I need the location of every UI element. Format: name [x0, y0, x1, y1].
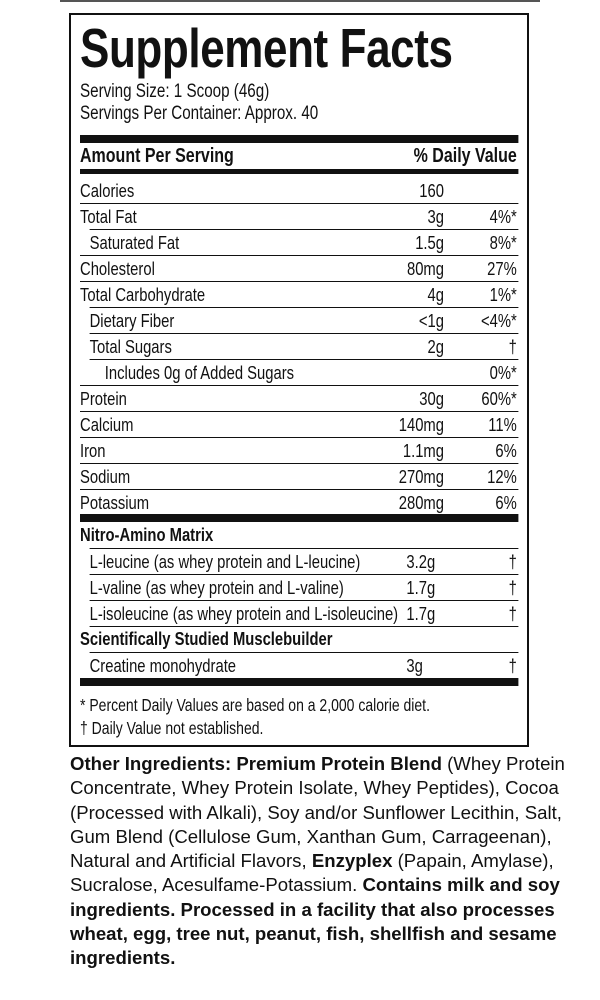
nutrient-daily-value: 6%: [495, 492, 517, 513]
nutrient-amount: 280mg: [398, 492, 444, 513]
nutrient-amount: 140mg: [398, 414, 444, 435]
nutrient-daily-value: 12%: [487, 466, 517, 487]
daily-value-label: % Daily Value: [413, 145, 517, 167]
ingredient-amount: 1.7g: [406, 577, 436, 598]
nutrient-row: Potassium 280mg 6%: [80, 489, 519, 514]
column-header: Amount Per Serving % Daily Value: [80, 143, 518, 169]
medium-divider: [80, 169, 519, 174]
nutrient-amount: <1g: [418, 310, 444, 331]
footnote-daily-values: * Percent Daily Values are based on a 2,…: [80, 695, 430, 715]
nutrient-row: Calcium 140mg 11%: [80, 411, 519, 437]
ingredient-daily-value: †: [508, 603, 517, 624]
ingredient-amount: 1.7g: [406, 603, 436, 624]
ingredient-row: L-isoleucine (as whey protein and L-isol…: [80, 600, 519, 626]
other-ingredients: Other Ingredients: Premium Protein Blend…: [70, 752, 600, 971]
nutrient-amount: 3g: [427, 206, 444, 227]
bold-ingredient-text: Contains milk and soy ingredients. Proce…: [70, 874, 560, 969]
nutrient-daily-value: 1%*: [489, 284, 517, 305]
bold-ingredient-text: Other Ingredients: Premium Protein Blend: [70, 753, 442, 774]
nutrient-daily-value: 4%*: [489, 206, 517, 227]
ingredient-daily-value: †: [508, 655, 517, 676]
thick-divider: [80, 514, 519, 522]
ingredient-text: (Papain, Amylase), Sucralose, Acesulfame…: [70, 850, 554, 896]
nutrient-name: Sodium: [80, 466, 131, 487]
nutrient-name: Potassium: [80, 492, 150, 513]
nutrient-daily-value: 0%*: [489, 362, 517, 383]
amount-per-serving-label: Amount Per Serving: [80, 145, 234, 167]
nutrient-name: Cholesterol: [80, 258, 155, 279]
nutrient-name: Total Fat: [80, 206, 137, 227]
thick-divider: [80, 678, 519, 686]
nutrient-name: Total Sugars: [89, 336, 172, 357]
nutrient-daily-value: 27%: [487, 258, 517, 279]
ingredient-row: Creatine monohydrate 3g †: [80, 652, 519, 678]
ingredient-text: (Whey Protein Concentrate, Whey Protein …: [70, 753, 565, 872]
ingredient-name: L-isoleucine (as whey protein and L-isol…: [89, 603, 399, 624]
nutrient-name: Total Carbohydrate: [80, 284, 206, 305]
panel-title: Supplement Facts: [80, 17, 453, 79]
nutrient-amount: 2g: [427, 336, 444, 357]
thick-divider: [80, 135, 519, 143]
ingredient-name: L-leucine (as whey protein and L-leucine…: [89, 551, 361, 572]
ingredient-daily-value: †: [508, 551, 517, 572]
ingredient-row: L-valine (as whey protein and L-valine) 1…: [80, 574, 519, 600]
nutrient-amount: 1.1mg: [402, 440, 444, 461]
ingredient-name: L-valine (as whey protein and L-valine): [89, 577, 344, 598]
ingredient-amount: 3.2g: [406, 551, 436, 572]
ingredient-row: L-leucine (as whey protein and L-leucine…: [80, 548, 519, 574]
nutrient-row: Iron 1.1mg 6%: [80, 437, 519, 463]
nutrient-daily-value: 8%*: [489, 232, 517, 253]
section-header: Nitro-Amino Matrix: [80, 524, 214, 545]
ingredient-sections: Nitro-Amino Matrix L-leucine (as whey pro…: [80, 522, 519, 678]
nutrient-amount: 30g: [419, 388, 444, 409]
nutrient-row: Saturated Fat 1.5g 8%*: [80, 229, 519, 255]
nutrient-row: Total Sugars 2g †: [80, 333, 519, 359]
nutrient-daily-value: 60%*: [481, 388, 517, 409]
nutrient-amount: 1.5g: [415, 232, 444, 253]
bold-ingredient-text: Enzyplex: [311, 850, 393, 872]
nutrient-row: Cholesterol 80mg 27%: [80, 255, 519, 281]
nutrient-row: Includes 0g of Added Sugars 0%*: [80, 359, 519, 385]
nutrient-daily-value: 6%: [495, 440, 517, 461]
nutrient-row: Dietary Fiber <1g <4%*: [80, 307, 519, 333]
ingredient-daily-value: †: [508, 577, 517, 598]
nutrient-name: Protein: [80, 388, 127, 409]
nutrient-row: Sodium 270mg 12%: [80, 463, 519, 489]
nutrient-name: Saturated Fat: [89, 232, 180, 253]
ingredient-name: Creatine monohydrate: [89, 655, 237, 676]
nutrient-amount: 160: [419, 180, 444, 201]
ingredient-amount: 3g: [406, 655, 423, 676]
nutrient-amount: 270mg: [398, 466, 444, 487]
serving-size: Serving Size: 1 Scoop (46g): [80, 81, 270, 102]
nutrient-row: Calories 160: [80, 177, 518, 203]
nutrient-amount: 80mg: [406, 258, 444, 279]
section-header: Scientifically Studied Musclebuilder: [80, 626, 519, 652]
nutrient-list: Calories 160 Total Fat 3g 4%* Saturated Fat 1.…: [80, 177, 519, 514]
nutrient-name: Dietary Fiber: [89, 310, 175, 331]
nutrient-daily-value: 11%: [488, 414, 517, 435]
nutrient-name: Calcium: [80, 414, 134, 435]
nutrient-amount: 4g: [427, 284, 444, 305]
servings-per-container: Servings Per Container: Approx. 40: [80, 103, 319, 124]
nutrient-name: Includes 0g of Added Sugars: [104, 362, 295, 383]
nutrient-row: Total Carbohydrate 4g 1%*: [80, 281, 519, 307]
nutrient-row: Total Fat 3g 4%*: [80, 203, 519, 229]
supplement-facts-panel: Supplement Facts Serving Size: 1 Scoop (…: [69, 13, 529, 747]
nutrient-name: Calories: [80, 180, 135, 201]
footnote-not-established: † Daily Value not established.: [80, 718, 264, 738]
top-divider: [60, 0, 540, 2]
nutrient-name: Iron: [80, 440, 106, 461]
nutrient-daily-value: †: [508, 336, 517, 357]
nutrient-daily-value: <4%*: [481, 310, 517, 331]
nutrient-row: Protein 30g 60%*: [80, 385, 519, 411]
